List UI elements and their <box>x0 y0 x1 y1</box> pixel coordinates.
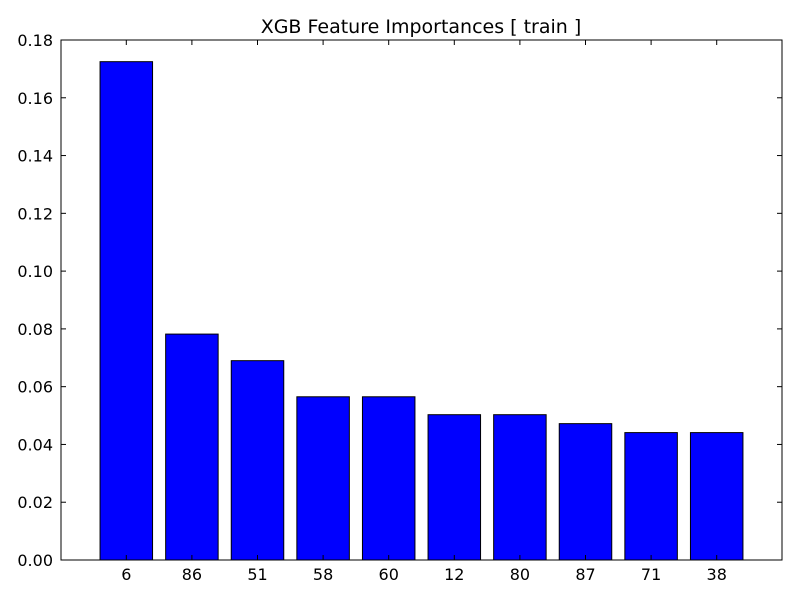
x-tick-label: 58 <box>313 565 333 584</box>
x-tick-label: 6 <box>121 565 131 584</box>
y-tick-label: 0.02 <box>17 493 53 512</box>
y-tick-label: 0.06 <box>17 378 53 397</box>
bar-86 <box>165 333 219 561</box>
x-tick-label: 80 <box>510 565 530 584</box>
bar-6 <box>99 61 154 561</box>
x-tick-label: 87 <box>575 565 595 584</box>
bar-38 <box>689 432 744 561</box>
bars-layer <box>99 61 744 561</box>
bar-87 <box>558 423 613 561</box>
x-tick-label: 60 <box>379 565 399 584</box>
labels-layer: 6 86 51 58 60 12 80 87 71 38 0.00 0.02 0.04 0.06 0.08 0… <box>17 31 727 584</box>
bar-60 <box>361 396 416 561</box>
plot-frame <box>60 39 783 561</box>
x-tick-label: 86 <box>182 565 202 584</box>
y-tick-label: 0.14 <box>17 147 53 166</box>
y-tick-label: 0.18 <box>17 31 53 50</box>
y-tick-label: 0.04 <box>17 435 53 454</box>
bar-12 <box>427 414 482 561</box>
chart-title: XGB Feature Importances [ train ] <box>261 16 582 38</box>
y-tick-label: 0.08 <box>17 320 53 339</box>
x-tick-label: 12 <box>444 565 464 584</box>
x-tick-label: 71 <box>641 565 661 584</box>
bar-51 <box>230 360 285 561</box>
y-tick-label: 0.16 <box>17 89 53 108</box>
bar-71 <box>624 432 678 561</box>
x-tick-label: 51 <box>247 565 267 584</box>
y-tick-label: 0.10 <box>17 262 53 281</box>
bar-80 <box>493 414 547 561</box>
y-tick-label: 0.12 <box>17 204 53 223</box>
y-tick-label: 0.00 <box>17 551 53 570</box>
bar-58 <box>296 396 350 561</box>
x-tick-label: 38 <box>707 565 727 584</box>
